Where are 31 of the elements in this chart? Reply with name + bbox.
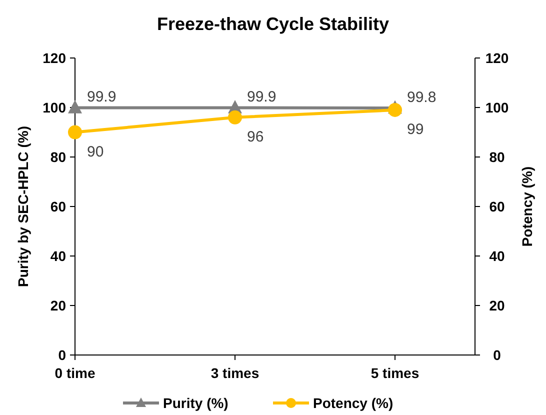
y-tick-label: 100	[42, 100, 66, 116]
x-tick-label: 5 times	[370, 365, 420, 381]
legend-label: Purity (%)	[163, 395, 228, 411]
y-tick-label: 20	[50, 298, 66, 314]
y-tick-label: 40	[50, 248, 66, 264]
point	[388, 102, 402, 117]
y2-tick-label: 120	[485, 50, 509, 66]
y2-tick-label: 20	[489, 298, 505, 314]
data-label: 99	[407, 120, 424, 138]
point	[68, 125, 82, 140]
y-axis-title: Purity by SEC-HPLC (%)	[15, 126, 31, 288]
y2-tick-label: 0	[493, 347, 502, 363]
x-tick-label: 0 time	[54, 365, 96, 381]
y-tick-label: 120	[42, 50, 66, 66]
data-label: 96	[247, 128, 264, 146]
data-label: 99.9	[87, 88, 116, 106]
y-tick-label: 60	[50, 198, 66, 214]
legend-label: Potency (%)	[313, 395, 394, 411]
chart-title: Freeze-thaw Cycle Stability	[156, 14, 390, 34]
y2-axis-title: Potency (%)	[519, 166, 535, 247]
y2-tick-label: 40	[489, 248, 505, 264]
point	[228, 110, 242, 124]
data-label: 90	[87, 143, 104, 160]
y2-tick-label: 100	[485, 100, 509, 116]
y2-tick-label: 60	[489, 198, 505, 214]
x-tick-label: 3 times	[210, 365, 260, 381]
data-label: 99.8	[407, 88, 436, 106]
y-tick-label: 0	[58, 347, 66, 363]
y2-tick-label: 80	[489, 149, 505, 165]
data-label: 99.9	[247, 88, 276, 106]
y-tick-label: 80	[50, 149, 66, 165]
